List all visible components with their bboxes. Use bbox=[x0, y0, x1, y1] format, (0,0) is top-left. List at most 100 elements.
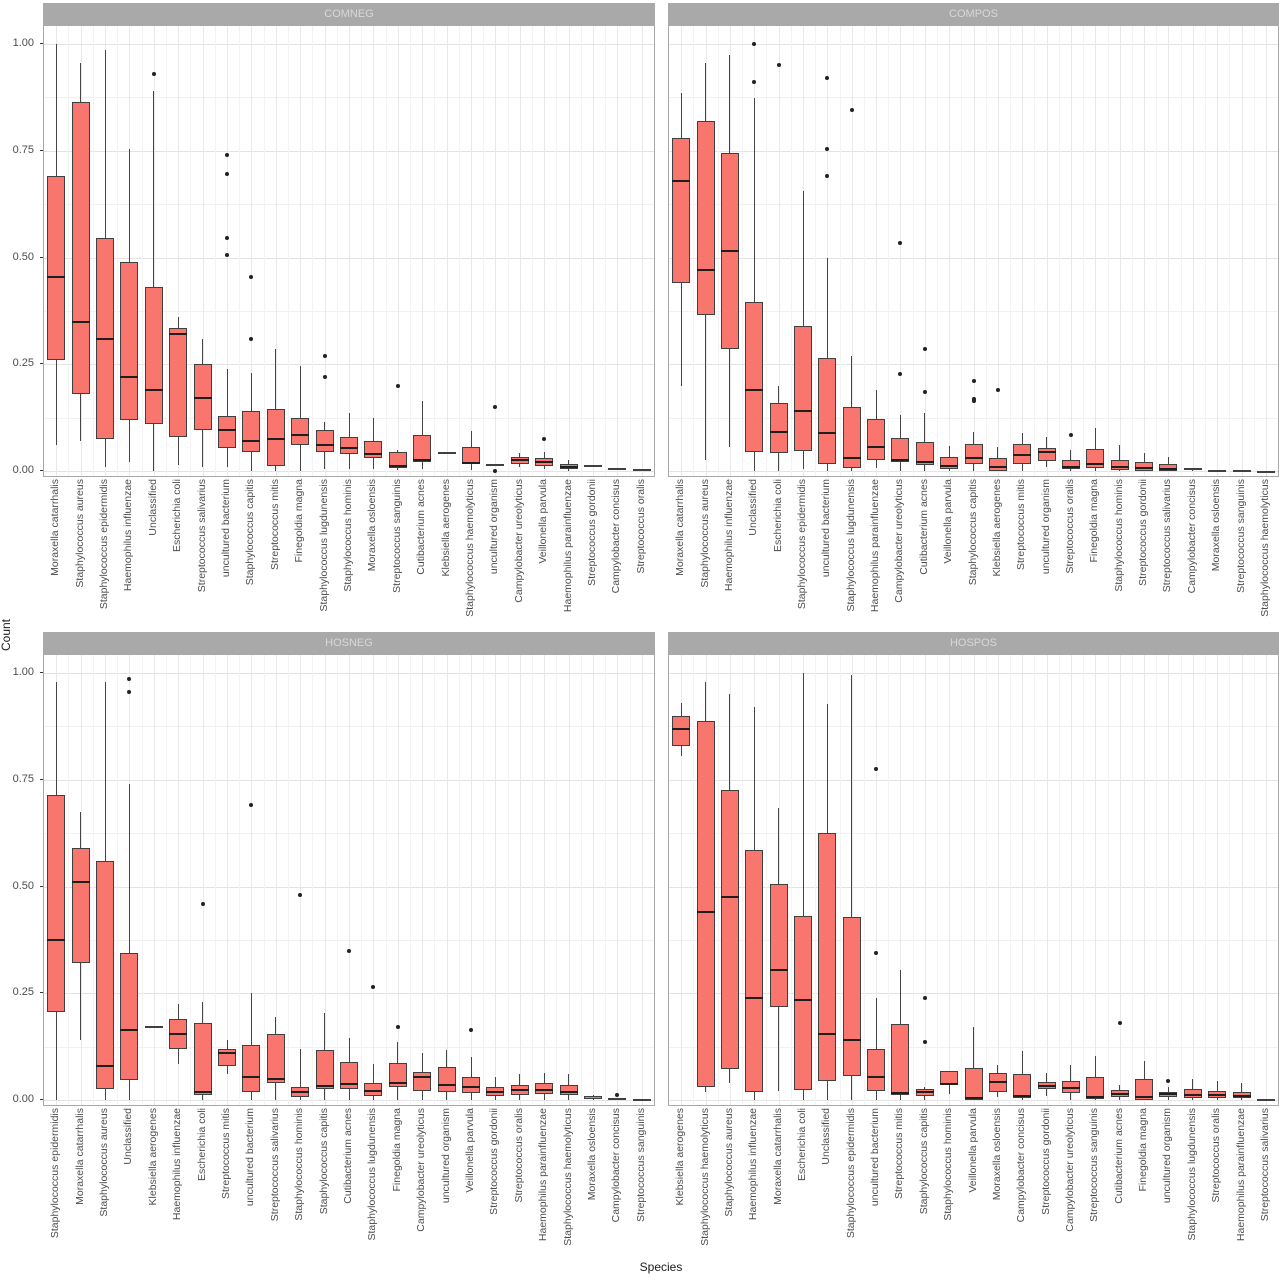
y-tick-label: 0.50 bbox=[12, 250, 34, 263]
boxplot-box bbox=[1061, 1081, 1080, 1093]
gridline-vertical-major bbox=[1046, 655, 1048, 1105]
gridline-vertical-minor bbox=[766, 655, 768, 1105]
boxplot-box bbox=[891, 438, 910, 463]
x-tick-label: Moraxella catarrhalis bbox=[73, 1108, 86, 1205]
x-tick-label: Staphylococcus lugdunensis bbox=[317, 479, 330, 612]
x-tick-label: Haemophilus parainfluenzae bbox=[561, 479, 574, 613]
boxplot-box bbox=[745, 850, 764, 1093]
gridline-vertical-minor bbox=[1131, 26, 1133, 476]
x-tick-label: Streptococcus gordonii bbox=[488, 1108, 501, 1215]
facet-title-hospos: HOSPOS bbox=[949, 637, 998, 649]
x-tick-label: Campylobacter concisus bbox=[610, 1108, 623, 1223]
gridline-vertical-minor bbox=[693, 26, 695, 476]
x-tick-label: Klebsiella aerogenes bbox=[990, 479, 1003, 577]
boxplot-box bbox=[535, 1082, 554, 1094]
outlier-point bbox=[493, 404, 498, 409]
facet-strip-hospos: HOSPOS bbox=[668, 632, 1279, 654]
x-tick-label: Cutibacterium acnes bbox=[342, 1108, 354, 1204]
gridline-vertical-major bbox=[997, 26, 999, 476]
gridline-vertical-major bbox=[1168, 655, 1170, 1105]
boxplot-box bbox=[462, 1076, 480, 1094]
x-tick-label: Staphylococcus aureus bbox=[698, 479, 711, 588]
x-tick-label: Klebsiella aerogenes bbox=[439, 479, 452, 577]
gridline-vertical-major bbox=[1265, 26, 1267, 476]
boxplot-median bbox=[745, 388, 764, 391]
facet-strip-hosneg: HOSNEG bbox=[43, 632, 655, 654]
gridline-vertical-minor bbox=[1083, 26, 1085, 476]
gridline-vertical-minor bbox=[410, 655, 411, 1105]
x-tick-label: uncultured organism bbox=[1039, 479, 1052, 575]
boxplot-median bbox=[769, 968, 788, 971]
boxplot-median bbox=[964, 1096, 983, 1099]
boxplot-box bbox=[867, 418, 886, 460]
boxplot-box bbox=[867, 1048, 886, 1092]
boxplot-median bbox=[1110, 466, 1129, 469]
x-tick-label: Staphylococcus hominis bbox=[942, 1108, 955, 1221]
gridline-vertical-major bbox=[471, 655, 472, 1105]
gridline-vertical-minor bbox=[117, 655, 119, 1105]
boxplot-median bbox=[120, 1028, 139, 1031]
gridline-vertical-major bbox=[397, 26, 399, 476]
x-tick-label: Veillonella parvula bbox=[537, 479, 550, 564]
axis-tick bbox=[40, 672, 43, 673]
gridline-vertical-major bbox=[641, 26, 643, 476]
gridline-vertical-minor bbox=[863, 26, 865, 476]
gridline-vertical-major bbox=[900, 26, 902, 476]
gridline-vertical-minor bbox=[937, 655, 938, 1105]
gridline-vertical-major bbox=[803, 655, 804, 1105]
y-tick-label: 1.00 bbox=[12, 37, 34, 49]
gridline-vertical-major bbox=[1095, 655, 1097, 1105]
gridline-vertical-minor bbox=[483, 655, 485, 1105]
y-tick-label: 1.00 bbox=[12, 666, 34, 678]
boxplot-median bbox=[266, 1077, 285, 1080]
boxplot-median bbox=[364, 452, 383, 455]
boxplot-median bbox=[96, 337, 114, 340]
y-tick-label: 0.00 bbox=[12, 464, 34, 476]
boxplot-median bbox=[266, 438, 285, 440]
x-tick-label: uncultured bacterium bbox=[244, 1108, 257, 1207]
boxplot-whisker bbox=[1192, 1078, 1194, 1100]
boxplot-box bbox=[340, 1061, 358, 1089]
boxplot-box bbox=[818, 833, 837, 1081]
boxplot-median bbox=[988, 1081, 1007, 1084]
y-tick-label: 0.75 bbox=[12, 772, 34, 785]
panel-comneg bbox=[43, 25, 655, 477]
gridline-vertical-minor bbox=[839, 655, 841, 1105]
outlier-point bbox=[225, 172, 229, 177]
outlier-point bbox=[898, 371, 903, 376]
gridline-vertical-minor bbox=[1253, 26, 1255, 476]
gridline-vertical-major bbox=[495, 26, 497, 476]
boxplot-box bbox=[388, 451, 407, 468]
gridline-vertical-major bbox=[1070, 655, 1072, 1105]
boxplot-median bbox=[794, 410, 812, 413]
boxplot-box bbox=[291, 417, 310, 446]
boxplot-median bbox=[818, 431, 837, 434]
gridline-vertical-major bbox=[973, 655, 975, 1105]
x-labels-hospos: Klebsiella aerogenes Staphylococcus haemo… bbox=[668, 1108, 1279, 1260]
boxplot-median bbox=[291, 433, 310, 436]
gridline-vertical-major bbox=[1168, 26, 1170, 476]
outlier-point bbox=[298, 893, 303, 897]
boxplot-box bbox=[193, 1023, 212, 1095]
gridline-vertical-minor bbox=[483, 26, 485, 476]
boxplot-box bbox=[940, 1070, 959, 1086]
x-tick-label: Streptococcus salivarius bbox=[1258, 1108, 1271, 1222]
gridline-vertical-minor bbox=[717, 26, 719, 476]
x-tick-label: Streptococcus gordonii bbox=[586, 479, 598, 586]
boxplot-box bbox=[462, 447, 480, 465]
x-tick-label: Unclassified bbox=[146, 479, 159, 536]
x-tick-label: Staphylococcus epidermidis bbox=[49, 1108, 62, 1239]
boxplot-box bbox=[1232, 470, 1251, 473]
gridline-vertical-minor bbox=[263, 26, 265, 476]
gridline-vertical-minor bbox=[141, 26, 143, 476]
gridline-vertical-major bbox=[1241, 655, 1243, 1105]
boxplot-box bbox=[364, 441, 383, 459]
axis-tick bbox=[40, 778, 43, 780]
x-tick-label: Escherichia coli bbox=[171, 479, 184, 552]
boxplot-median bbox=[96, 1064, 114, 1067]
gridline-vertical-major bbox=[275, 26, 277, 476]
gridline-vertical-minor bbox=[1229, 655, 1231, 1105]
y-tick-label: 0.50 bbox=[12, 879, 34, 892]
x-tick-label: Haemophilus influenzae bbox=[722, 479, 735, 592]
x-tick-label: Finegoldia magna bbox=[1137, 1108, 1149, 1192]
